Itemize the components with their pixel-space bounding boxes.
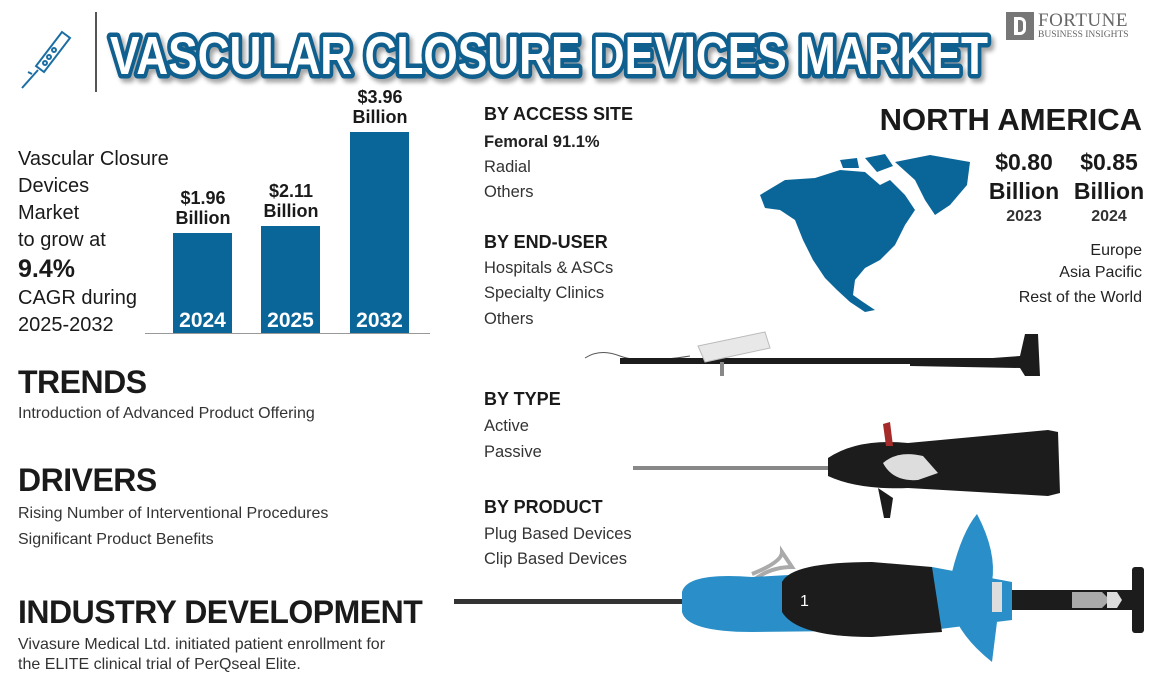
region-other: Asia Pacific: [1059, 264, 1142, 281]
bar-2025: 2025: [261, 225, 320, 333]
segment-item: Femoral 91.1%: [484, 133, 600, 151]
closure-device-icon: [21, 30, 72, 89]
bar-amount: $1.96: [180, 188, 226, 209]
bar-year-label: 2024: [179, 309, 226, 332]
industry-heading: INDUSTRY DEVELOPMENT: [18, 594, 423, 630]
segment-item: Hospitals & ASCs: [484, 259, 614, 277]
bar-value-label: $1.96 Billion: [158, 188, 248, 228]
closure-device-image-2: [633, 422, 1060, 518]
closure-device-image-1: [584, 331, 1040, 376]
segment-item: Passive: [484, 443, 542, 461]
driver-item: Significant Product Benefits: [18, 531, 214, 548]
bar-unit: Billion: [352, 106, 408, 127]
bar-2032: 2032: [350, 131, 409, 333]
value-year: 2024: [1091, 208, 1127, 225]
summary-line: 2025-2032: [18, 314, 114, 336]
header-divider: [95, 12, 97, 92]
chart-baseline: [145, 333, 430, 334]
segment-product-heading: BY PRODUCT: [484, 497, 603, 517]
segment-item: Others: [484, 183, 534, 201]
bar-value-label: $2.11 Billion: [246, 181, 336, 221]
summary-line: to grow at: [18, 229, 106, 251]
drivers-heading: DRIVERS: [18, 462, 157, 498]
value-amount: $0.85: [1080, 149, 1138, 175]
bar-amount: $2.11: [268, 180, 314, 201]
segment-access-site-heading: BY ACCESS SITE: [484, 104, 634, 124]
segment-item: Others: [484, 310, 534, 328]
value-year: 2023: [1006, 208, 1042, 225]
region-value-2024: $0.85 Billion 2024: [1070, 148, 1148, 228]
cagr-value: 9.4%: [18, 255, 75, 283]
summary-text: Vascular Closure Devices Market to grow …: [18, 146, 169, 339]
region-value-2023: $0.80 Billion 2023: [986, 148, 1062, 228]
bar-unit: Billion: [263, 200, 319, 221]
bar-amount: $3.96: [357, 86, 403, 107]
summary-line: Vascular Closure: [18, 148, 169, 170]
north-america-map: [760, 154, 970, 312]
segment-item: Clip Based Devices: [484, 550, 628, 568]
svg-text:1: 1: [800, 593, 809, 610]
bar-unit: Billion: [175, 208, 231, 229]
industry-line: the ELITE clinical trial of PerQseal Eli…: [18, 656, 301, 673]
segment-item: Specialty Clinics: [484, 284, 605, 302]
driver-item: Rising Number of Interventional Procedur…: [18, 505, 329, 522]
trends-heading: TRENDS: [18, 364, 147, 400]
summary-line: Market: [18, 202, 80, 224]
page-title: VASCULAR CLOSURE DEVICES MARKET: [106, 22, 993, 89]
fortune-logo: FORTUNE BUSINESS INSIGHTS: [1006, 10, 1146, 42]
bar-value-label: $3.96 Billion: [335, 87, 425, 127]
bar-2024: 2024: [173, 233, 232, 333]
segment-type-heading: BY TYPE: [484, 389, 561, 409]
market-bar-chart: 2024 $1.96 Billion 2025 $2.11 Billion 2032 $3.9…: [145, 87, 430, 334]
industry-line: Vivasure Medical Ltd. initiated patient …: [18, 636, 386, 653]
value-amount: $0.80: [995, 149, 1053, 175]
segment-item: Radial: [484, 158, 531, 176]
segment-end-user-heading: BY END-USER: [484, 232, 608, 252]
summary-line: CAGR during: [18, 287, 137, 309]
segment-item: Active: [484, 417, 529, 435]
value-unit: Billion: [988, 178, 1060, 204]
bar-year-label: 2025: [267, 309, 314, 332]
region-other: Europe: [1090, 242, 1142, 259]
logo-mark: [1006, 12, 1034, 40]
trend-item: Introduction of Advanced Product Offerin…: [18, 405, 315, 422]
svg-text:VASCULAR CLOSURE DEVICES MARKE: VASCULAR CLOSURE DEVICES MARKET: [110, 26, 988, 86]
summary-line: Devices: [18, 175, 90, 197]
bar-year-label: 2032: [356, 309, 403, 332]
segment-item: Plug Based Devices: [484, 525, 632, 543]
region-heading: NORTH AMERICA: [879, 102, 1142, 137]
value-unit: Billion: [1073, 178, 1145, 204]
closure-device-image-3: 1: [454, 514, 1144, 662]
region-other: Rest of the World: [1018, 289, 1142, 306]
